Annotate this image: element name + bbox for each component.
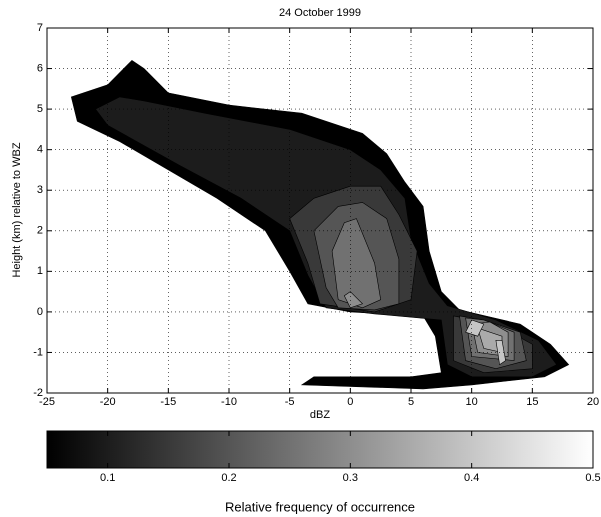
x-tick-label: -15: [160, 396, 176, 408]
colorbar-tick-label: 0.5: [585, 472, 600, 484]
colorbar: [46, 430, 594, 469]
y-tick-label: 3: [37, 184, 43, 196]
colorbar-tick-label: 0.4: [464, 472, 479, 484]
colorbar-tick-label: 0.1: [100, 472, 115, 484]
chart-title: 24 October 1999: [279, 7, 361, 19]
x-tick-label: -25: [39, 396, 55, 408]
contour-region: [331, 218, 382, 309]
y-axis-label: Height (km) relative to WBZ: [11, 142, 23, 277]
x-tick-label: 5: [408, 396, 414, 408]
x-tick-label: 20: [587, 396, 599, 408]
contour-region: [465, 319, 485, 337]
x-tick-label: -10: [221, 396, 237, 408]
y-tick-label: -2: [33, 387, 43, 399]
x-axis-label: dBZ: [310, 409, 330, 421]
y-tick-label: 0: [37, 306, 43, 318]
y-tick-label: 4: [37, 144, 43, 156]
x-tick-label: -20: [100, 396, 116, 408]
x-tick-label: 15: [526, 396, 538, 408]
y-tick-label: 7: [37, 22, 43, 34]
x-tick-label: 0: [347, 396, 353, 408]
y-tick-label: 1: [37, 265, 43, 277]
x-tick-label: 10: [466, 396, 478, 408]
y-tick-label: -1: [33, 346, 43, 358]
y-tick-label: 6: [37, 62, 43, 74]
colorbar-tick-label: 0.2: [221, 472, 236, 484]
y-tick-label: 2: [37, 225, 43, 237]
contour-region: [343, 291, 364, 309]
x-tick-label: -5: [285, 396, 295, 408]
colorbar-tick-label: 0.3: [343, 472, 358, 484]
axes-box: [46, 27, 594, 394]
colorbar-label: Relative frequency of occurrence: [225, 499, 415, 514]
y-tick-label: 5: [37, 103, 43, 115]
contour-region: [495, 339, 506, 366]
